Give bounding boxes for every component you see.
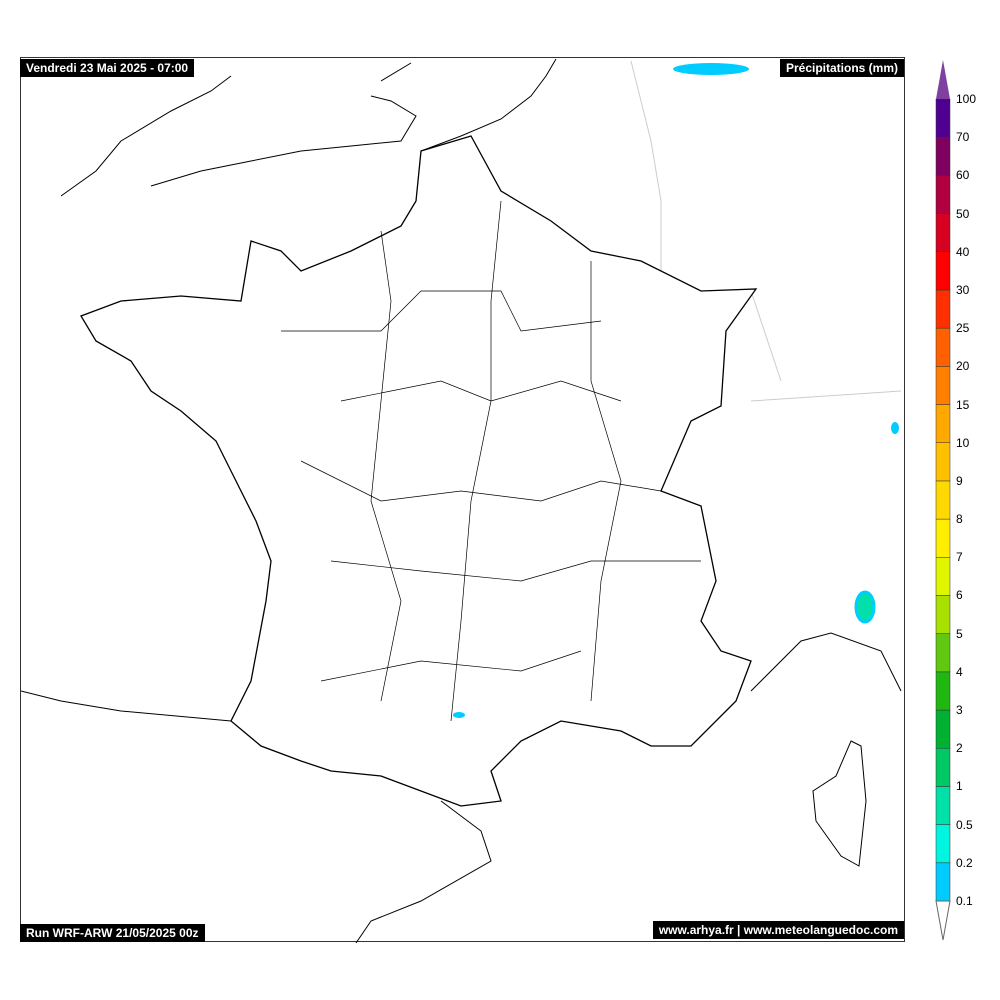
colorbar-bin <box>935 175 951 214</box>
colorbar-bin <box>935 671 951 711</box>
valid-time-label: Vendredi 23 Mai 2025 - 07:00 <box>20 59 195 77</box>
field-label: Précipitations (mm) <box>779 59 904 77</box>
colorbar-tick-label: 5 <box>956 626 963 641</box>
colorbar-bin <box>935 709 951 749</box>
colorbar-tick-label: 8 <box>956 512 963 527</box>
colorbar-bin <box>935 747 951 787</box>
colorbar-tick-label: 3 <box>956 703 963 718</box>
colorbar-tick-label: 60 <box>956 168 970 183</box>
department-borders <box>281 200 701 722</box>
colorbar-tick-label: 20 <box>956 359 970 374</box>
colorbar-bin <box>935 366 951 405</box>
colorbar-under-arrow <box>935 900 951 941</box>
colorbar-bin <box>935 824 951 864</box>
colorbar-tick-label: 4 <box>956 664 963 679</box>
colorbar-tick-label: 15 <box>956 397 970 412</box>
colorbar-bin <box>935 289 951 329</box>
colorbar-bin <box>935 442 951 482</box>
colorbar-tick-label: 0.5 <box>956 817 973 832</box>
colorbar-bin <box>935 213 951 253</box>
colorbar-tick-label: 6 <box>956 588 963 603</box>
spain-border <box>20 690 232 722</box>
colorbar-tick-label: 25 <box>956 321 970 336</box>
mediterranean-coastline <box>355 632 902 944</box>
colorbar-bin <box>935 327 951 367</box>
colorbar-bin <box>935 404 951 443</box>
precip-alps <box>854 590 876 624</box>
colorbar-tick-label: 1 <box>956 779 963 794</box>
colorbar-bin <box>935 786 951 825</box>
benelux-coastline <box>420 58 557 152</box>
france-outline <box>80 135 758 807</box>
run-label: Run WRF-ARW 21/05/2025 00z <box>20 924 205 942</box>
colorbar-tick-label: 9 <box>956 473 963 488</box>
corsica <box>812 740 867 867</box>
precipitation-map <box>20 57 905 944</box>
colorbar-bin <box>935 633 951 673</box>
colorbar-tick-label: 40 <box>956 244 970 259</box>
colorbar-tick-label: 50 <box>956 206 970 221</box>
map-basemap <box>20 58 902 944</box>
colorbar-bin <box>935 595 951 634</box>
colorbar-tick-label: 100 <box>956 92 977 106</box>
colorbar-bin <box>935 98 951 138</box>
colorbar-bin <box>935 557 951 596</box>
colorbar-bin <box>935 251 951 291</box>
precip-north-sea <box>673 63 749 75</box>
colorbar-bin <box>935 862 951 902</box>
precip-switzerland <box>891 422 899 434</box>
colorbar-bin <box>935 480 951 520</box>
colorbar-bin <box>935 136 951 176</box>
colorbar-tick-label: 70 <box>956 130 970 145</box>
colorbar-tick-label: 2 <box>956 741 963 756</box>
colorbar-over-arrow <box>936 60 950 99</box>
foreign-borders <box>630 60 902 402</box>
colorbar-tick-label: 0.1 <box>956 894 973 908</box>
colorbar-tick-label: 10 <box>956 435 970 450</box>
colorbar-tick-label: 30 <box>956 282 970 297</box>
colorbar-tick-label: 0.2 <box>956 855 973 870</box>
precip-cevennes <box>453 712 465 718</box>
colorbar-bin <box>935 518 951 558</box>
england-coastline <box>60 62 417 197</box>
credits-label: www.arhya.fr | www.meteolanguedoc.com <box>652 921 904 939</box>
colorbar-tick-label: 7 <box>956 550 963 565</box>
